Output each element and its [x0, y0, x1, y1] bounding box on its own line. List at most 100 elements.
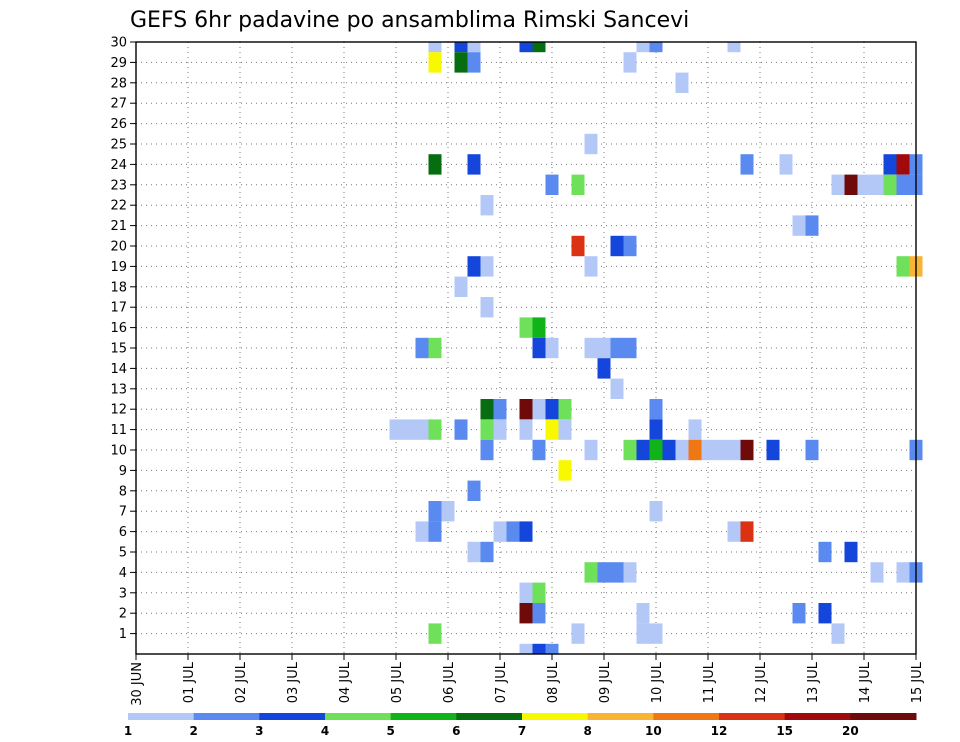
y-tick-label: 18 [110, 280, 127, 295]
heatmap-cell [636, 439, 650, 461]
heatmap-cell [532, 42, 546, 53]
heatmap-cell [727, 439, 741, 461]
heatmap-cell [740, 154, 754, 175]
y-tick-label: 27 [110, 97, 127, 112]
color-legend: 1 2 3 4 5 6 7 8 10 12 15 20 [124, 713, 917, 738]
y-tick-label: 5 [119, 546, 127, 561]
heatmap-cell [558, 419, 572, 440]
heatmap-cell [480, 419, 494, 440]
y-tick-label: 15 [110, 342, 127, 357]
heatmap-cell [805, 439, 819, 461]
heatmap-cell [480, 256, 494, 277]
heatmap-cell [870, 562, 884, 583]
heatmap-cell [389, 419, 403, 440]
heatmap-cell [623, 562, 637, 583]
heatmap-cell [454, 52, 468, 73]
heatmap-cell [844, 541, 858, 563]
heatmap-cell [896, 562, 910, 583]
legend-swatch [850, 713, 917, 720]
heatmap-cell [532, 643, 546, 654]
heatmap-cell [558, 460, 572, 481]
heatmap-cell [636, 603, 650, 624]
heatmap-cell [779, 154, 793, 175]
heatmap-cell [597, 337, 611, 359]
heatmap-cell [519, 521, 533, 542]
y-tick-label: 1 [119, 627, 127, 642]
heatmap-cell [532, 337, 546, 359]
y-tick-label: 16 [110, 321, 127, 336]
heatmap-cell [467, 541, 481, 563]
y-tick-label: 10 [110, 444, 127, 459]
y-tick-label: 24 [110, 158, 127, 173]
heatmap-cell [519, 582, 533, 604]
heatmap-cell [532, 399, 546, 420]
heatmap-cell [649, 623, 663, 644]
heatmap-cell [649, 399, 663, 420]
legend-label: 2 [189, 724, 197, 738]
heatmap-cell [415, 337, 429, 359]
heatmap-cell [532, 603, 546, 624]
heatmap-cell [688, 439, 702, 461]
heatmap-cell [467, 42, 481, 53]
heatmap-cell [675, 72, 689, 94]
legend-swatch [719, 713, 786, 720]
legend-label: 20 [842, 724, 859, 738]
heatmap-cell [493, 399, 507, 420]
y-tick-label: 4 [119, 566, 127, 581]
heatmap-cell [428, 501, 442, 522]
legend-swatch [653, 713, 720, 720]
heatmap-cell [571, 623, 585, 644]
heatmap-cell [623, 52, 637, 73]
x-tick-label: 03 JUL [286, 661, 301, 703]
heatmap-cell [701, 439, 715, 461]
heatmap-cell [675, 439, 689, 461]
heatmap-cell [740, 521, 754, 542]
x-tick-label: 05 JUL [390, 661, 405, 703]
heatmap-cell [428, 154, 442, 175]
legend-label: 5 [386, 724, 394, 738]
heatmap-cell [649, 501, 663, 522]
heatmap-cell [519, 643, 533, 654]
legend-label: 12 [711, 724, 728, 738]
heatmap-cell [610, 337, 624, 359]
heatmap-cell [480, 439, 494, 461]
y-tick-label: 17 [110, 301, 127, 316]
y-tick-label: 3 [119, 586, 127, 601]
x-tick-label: 13 JUL [806, 661, 821, 703]
heatmap-cell [584, 439, 598, 461]
x-tick-label: 04 JUL [338, 661, 353, 703]
heatmap-cell [649, 419, 663, 440]
heatmap-cell [428, 52, 442, 73]
heatmap-cell [428, 419, 442, 440]
heatmap-cell [805, 215, 819, 236]
heatmap-cell [532, 439, 546, 461]
heatmap-cell [428, 337, 442, 359]
heatmap-cell [571, 174, 585, 196]
legend-label: 8 [583, 724, 591, 738]
heatmap-cells [389, 42, 923, 654]
x-tick-label: 11 JUL [702, 661, 717, 703]
y-tick-label: 8 [119, 484, 127, 499]
heatmap-cell [545, 643, 559, 654]
heatmap-cell [597, 562, 611, 583]
legend-swatch [587, 713, 654, 720]
heatmap-cell [493, 521, 507, 542]
heatmap-cell [727, 521, 741, 542]
heatmap-cell [740, 439, 754, 461]
heatmap-cell [519, 603, 533, 624]
heatmap-cell [896, 256, 910, 277]
heatmap-cell [545, 337, 559, 359]
heatmap-cell [636, 42, 650, 53]
x-tick-label: 09 JUL [598, 661, 613, 703]
y-tick-label: 26 [110, 117, 127, 132]
heatmap-cell [545, 399, 559, 420]
heatmap-cell [831, 174, 845, 196]
y-tick-label: 19 [110, 260, 127, 275]
x-tick-label: 01 JUL [182, 661, 197, 703]
heatmap-cell [896, 174, 910, 196]
heatmap-cell [428, 42, 442, 53]
heatmap-cell [545, 419, 559, 440]
heatmap-cell [571, 235, 585, 257]
heatmap-cell [532, 582, 546, 604]
heatmap-cell [480, 195, 494, 216]
